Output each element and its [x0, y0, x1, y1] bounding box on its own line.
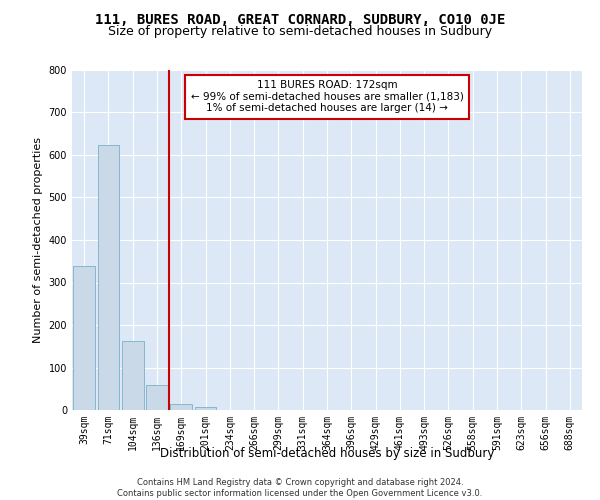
Y-axis label: Number of semi-detached properties: Number of semi-detached properties — [33, 137, 43, 343]
Bar — [97, 145, 119, 410]
Bar — [194, 406, 217, 410]
Bar — [170, 404, 192, 410]
Text: 111, BURES ROAD, GREAT CORNARD, SUDBURY, CO10 0JE: 111, BURES ROAD, GREAT CORNARD, SUDBURY,… — [95, 12, 505, 26]
Text: Contains HM Land Registry data © Crown copyright and database right 2024.
Contai: Contains HM Land Registry data © Crown c… — [118, 478, 482, 498]
Bar — [146, 386, 168, 410]
Bar — [122, 340, 143, 410]
Text: Size of property relative to semi-detached houses in Sudbury: Size of property relative to semi-detach… — [108, 25, 492, 38]
Text: 111 BURES ROAD: 172sqm
← 99% of semi-detached houses are smaller (1,183)
1% of s: 111 BURES ROAD: 172sqm ← 99% of semi-det… — [191, 80, 463, 114]
Bar — [73, 266, 95, 410]
Text: Distribution of semi-detached houses by size in Sudbury: Distribution of semi-detached houses by … — [160, 448, 494, 460]
